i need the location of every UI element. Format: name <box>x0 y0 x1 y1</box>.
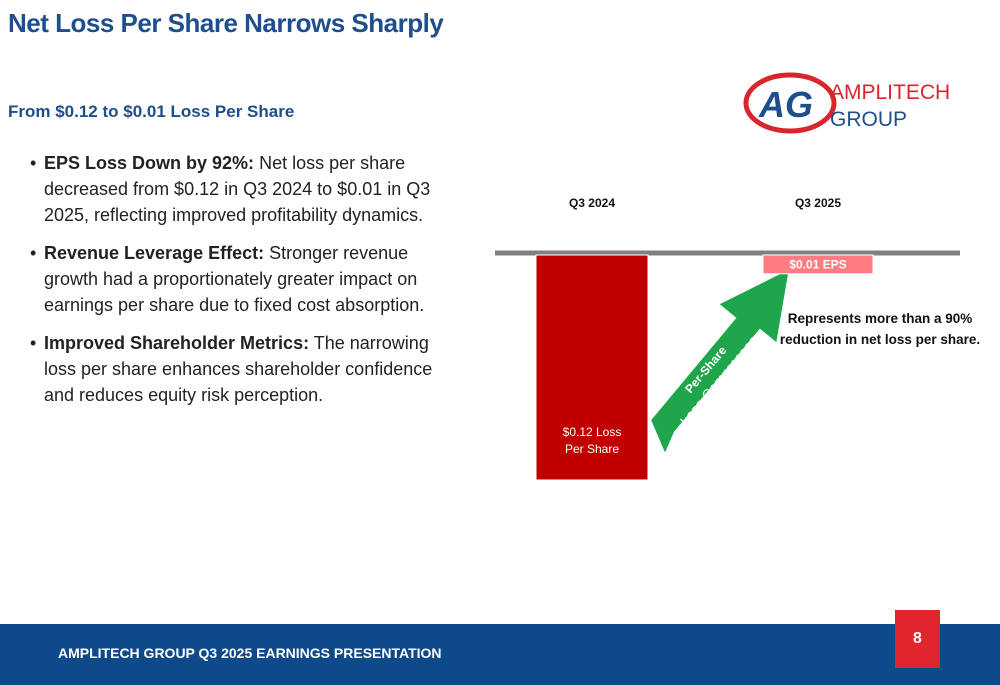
bullet-text: Net loss per share decreased from $0.12 … <box>44 153 431 225</box>
bullet-lead: Improved Shareholder Metrics: <box>44 333 310 353</box>
footer: AMPLITECH GROUP Q3 2025 EARNINGS PRESENT… <box>0 624 1000 685</box>
bullet-text: Stronger revenue growth had a proportion… <box>44 243 425 315</box>
logo-mark: AG <box>758 84 813 125</box>
title: Net Loss Per Share Narrows Sharply <box>8 8 444 38</box>
bar <box>535 254 649 481</box>
value-label: $0.12 Loss Per Share <box>562 425 622 456</box>
bullet: Improved Shareholder Metrics: The narrow… <box>28 330 458 408</box>
annotation: Represents more than a 90% reduction in … <box>779 311 981 347</box>
value-label: $0.01 EPS <box>789 257 846 271</box>
logo-line1: AMPLITECH <box>830 81 950 104</box>
chart: AG AMPLITECH GROUP Per-Share Loss Compre… <box>495 72 981 481</box>
bullet-text: The narrowing loss per share enhances sh… <box>44 333 433 405</box>
logo-line2: GROUP <box>830 108 907 131</box>
logo: AG AMPLITECH GROUP <box>743 72 950 134</box>
footer-text: AMPLITECH GROUP Q3 2025 EARNINGS PRESENT… <box>58 645 442 661</box>
bullet-list: EPS Loss Down by 92%: Net loss per share… <box>28 150 458 420</box>
value-label-box: $0.12 Loss Per Share <box>562 425 622 456</box>
arrow <box>648 266 792 458</box>
bar <box>762 254 874 275</box>
page-number: 8 <box>895 610 940 668</box>
annotation-box: Represents more than a 90% reduction in … <box>779 311 981 347</box>
logo-swoosh <box>743 72 837 134</box>
bullet-lead: Revenue Leverage Effect: <box>44 243 265 263</box>
category-label: Q3 2024 <box>569 196 615 210</box>
category-label: Q3 2025 <box>795 196 841 210</box>
bullet: EPS Loss Down by 92%: Net loss per share… <box>28 150 458 228</box>
bullet: Revenue Leverage Effect: Stronger revenu… <box>28 240 458 318</box>
subtitle: From $0.12 to $0.01 Loss Per Share <box>8 102 295 121</box>
bullet-lead: EPS Loss Down by 92%: <box>44 153 255 173</box>
